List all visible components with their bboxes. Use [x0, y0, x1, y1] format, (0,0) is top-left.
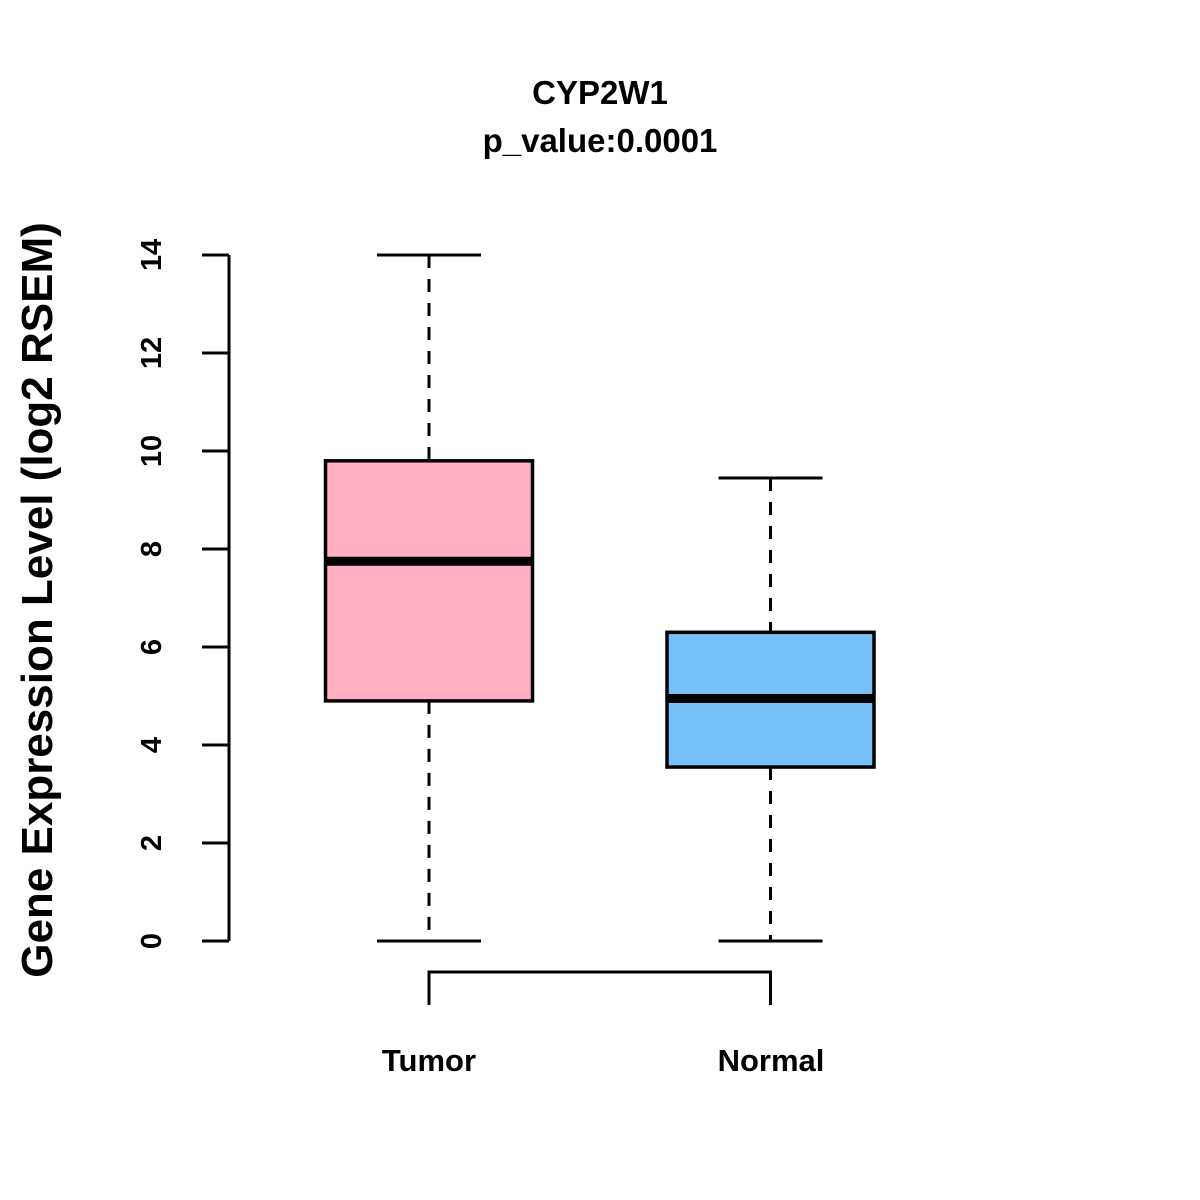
y-tick-label: 14: [136, 239, 168, 271]
y-tick-label: 10: [136, 435, 168, 467]
chart-subtitle: p_value:0.0001: [482, 122, 718, 159]
comparison-bracket: [427, 970, 772, 1005]
x-tick-label-normal: Normal: [717, 1043, 825, 1078]
y-tick-label: 4: [136, 737, 168, 753]
y-tick-label: 0: [136, 933, 168, 949]
chart-title: CYP2W1: [532, 74, 668, 111]
y-tick-label: 2: [136, 835, 168, 851]
box-tumor: [323, 459, 535, 703]
y-tick-label: 8: [136, 541, 168, 557]
x-tick-label-tumor: Tumor: [381, 1043, 477, 1078]
y-tick-label: 12: [136, 337, 168, 369]
y-tick-label: 6: [136, 639, 168, 655]
